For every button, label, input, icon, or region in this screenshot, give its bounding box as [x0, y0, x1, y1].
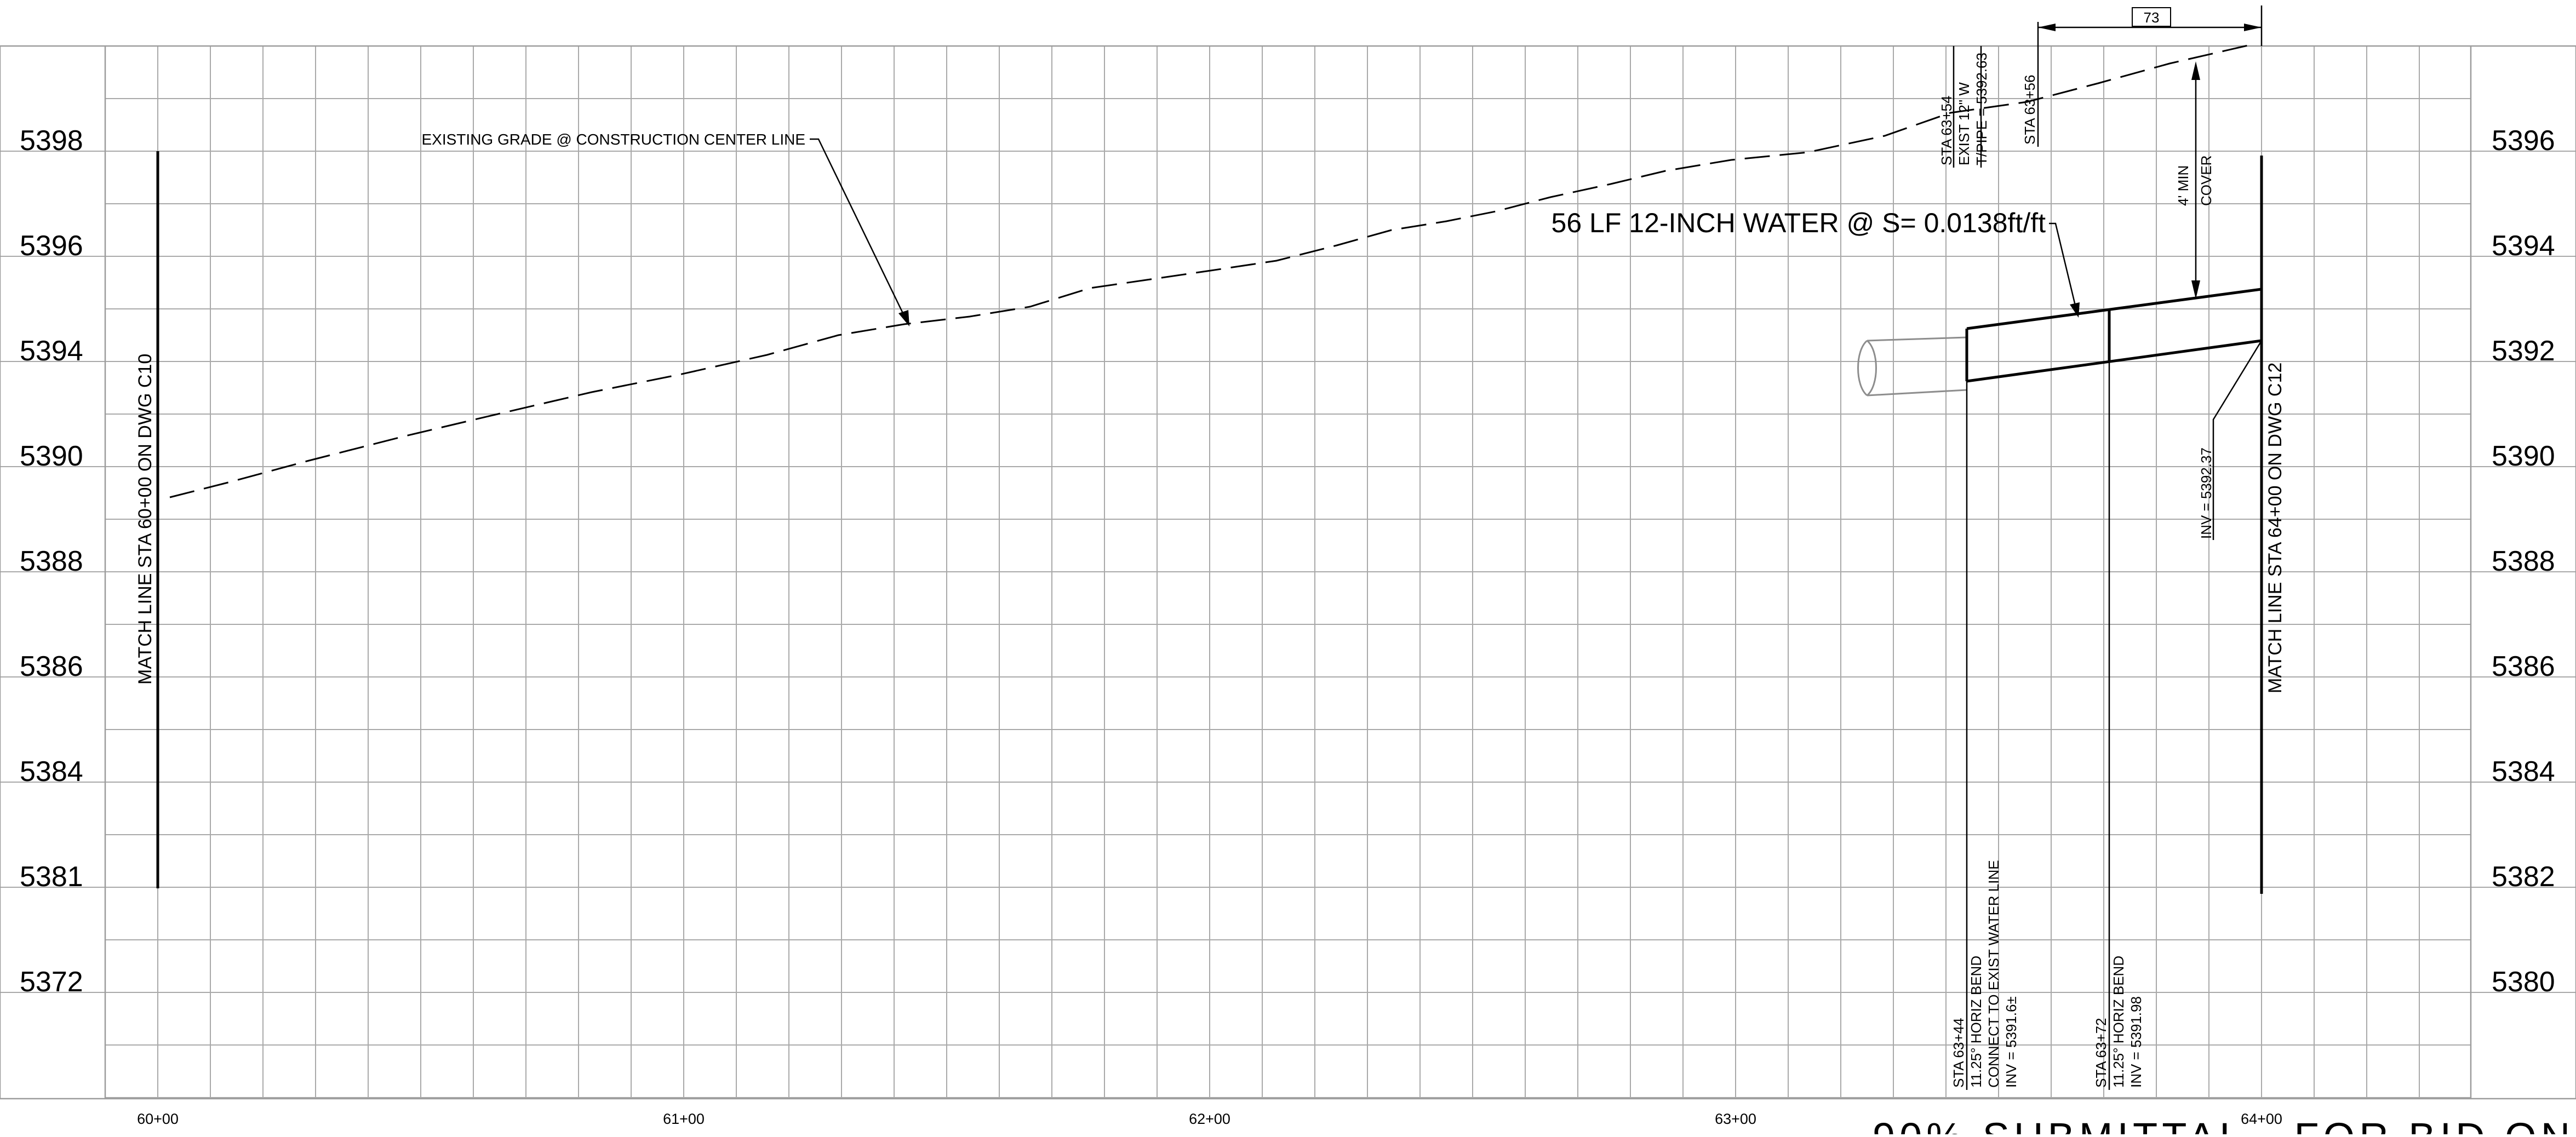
dimension-value: 73: [2144, 9, 2160, 26]
existing-water-pipe: [1857, 336, 1967, 397]
elevation-label: 5386: [20, 651, 83, 682]
elevation-label: 5380: [2492, 966, 2555, 998]
min-cover-label: COVER: [2198, 156, 2214, 206]
callout-text: INV = 5391.6±: [2003, 996, 2019, 1088]
elevation-label: 5372: [20, 966, 83, 998]
existing-pipe-callout: STA 63+54 EXIST 12" W T/PIPE = 5392.63 S…: [1938, 53, 2038, 165]
match-line-left: MATCH LINE STA 60+00 ON DWG C10: [135, 151, 159, 888]
profile-frame: [0, 45, 2576, 1100]
elevation-label: 5390: [20, 440, 83, 472]
match-line-left-label: MATCH LINE STA 60+00 ON DWG C10: [135, 354, 156, 685]
station-label: 61+00: [663, 1111, 705, 1127]
callout-text: INV = 5391.98: [2128, 996, 2144, 1088]
callout-text: STA 63+72: [2093, 1018, 2109, 1088]
dimension-callout: 73: [2038, 7, 2262, 31]
existing-grade-callout: EXISTING GRADE @ CONSTRUCTION CENTER LIN…: [422, 131, 909, 326]
callout-text: 11.25° HORIZ BEND: [1968, 956, 1984, 1088]
callout-text: EXIST 12" W: [1956, 82, 1972, 165]
elevation-label: 5384: [2492, 756, 2555, 788]
submittal-stamp: 90% SUBMITTAL - FOR BID ONLY: [1873, 1115, 2576, 1134]
pipe-callout: 56 LF 12-INCH WATER @ S= 0.0138ft/ft: [1552, 208, 2080, 318]
station-label: 62+00: [1189, 1111, 1230, 1127]
callout-text: CONNECT TO EXIST WATER LINE: [1985, 860, 2002, 1088]
elevation-label: 5388: [20, 545, 83, 577]
min-cover-label: 4' MIN: [2175, 165, 2191, 206]
elevation-label: 5398: [20, 125, 83, 157]
elevation-label: 5381: [20, 861, 83, 893]
callout-text: T/PIPE = 5392.63: [1973, 53, 1990, 165]
min-cover-callout: 4' MIN COVER: [2175, 61, 2214, 299]
profile-grid: [0, 45, 2576, 1099]
callout-text: STA 63+44: [1950, 1018, 1967, 1088]
existing-grade-line: [169, 43, 2256, 498]
callout-text: STA 63+56: [2022, 75, 2038, 145]
elevation-label: 5386: [2492, 651, 2555, 682]
elevation-labels-left: 5398 5396 5394 5390 5388 5386 5384 5381 …: [20, 125, 83, 998]
elevation-label: 5392: [2492, 335, 2555, 367]
station-label: 60+00: [137, 1111, 179, 1127]
station-label: 63+00: [1715, 1111, 1756, 1127]
pipe-label: 56 LF 12-INCH WATER @ S= 0.0138ft/ft: [1552, 208, 2046, 238]
bend-2-callout: STA 63+72 11.25° HORIZ BEND INV = 5391.9…: [2093, 956, 2144, 1088]
elevation-label: 5394: [2492, 230, 2555, 262]
proposed-water-pipe: [1965, 288, 2262, 383]
callout-text: STA 63+54: [1938, 96, 1955, 165]
elevation-label: 5382: [2492, 861, 2555, 893]
station-leaders: [1953, 5, 2263, 1090]
inv-end-label: INV = 5392.37: [2198, 447, 2214, 539]
elevation-label: 5396: [2492, 125, 2555, 157]
callout-text: 11.25° HORIZ BEND: [2110, 956, 2127, 1088]
elevation-labels-right: 5396 5394 5392 5390 5388 5386 5384 5382 …: [2492, 125, 2555, 998]
existing-grade-label: EXISTING GRADE @ CONSTRUCTION CENTER LIN…: [422, 131, 806, 148]
inv-end-callout: INV = 5392.37: [2198, 340, 2263, 540]
elevation-label: 5390: [2492, 440, 2555, 472]
elevation-label: 5396: [20, 230, 83, 262]
elevation-label: 5394: [20, 335, 83, 367]
elevation-label: 5384: [20, 756, 83, 788]
bend-1-callout: STA 63+44 11.25° HORIZ BEND CONNECT TO E…: [1950, 860, 2019, 1088]
match-line-right: MATCH LINE STA 64+00 ON DWG C12: [2260, 156, 2286, 894]
station-label: 64+00: [2241, 1111, 2282, 1127]
station-labels: 60+00 61+00 62+00 63+00 64+00: [137, 1111, 2282, 1127]
match-line-right-label: MATCH LINE STA 64+00 ON DWG C12: [2265, 363, 2286, 693]
elevation-label: 5388: [2492, 545, 2555, 577]
